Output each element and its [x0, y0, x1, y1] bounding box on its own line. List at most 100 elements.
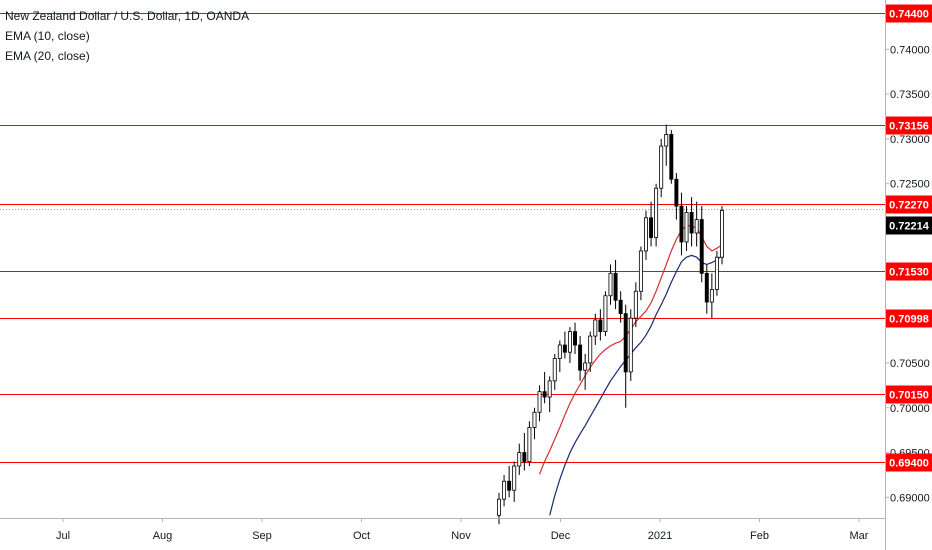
- candle-body: [714, 256, 719, 290]
- ema-fast-label: EMA (10, close): [5, 29, 90, 43]
- candle-body: [644, 217, 648, 252]
- candle-body: [532, 411, 537, 428]
- candle: [628, 309, 633, 381]
- candle: [644, 210, 648, 260]
- candle-body: [654, 187, 659, 238]
- candle: [562, 331, 567, 359]
- candle-body: [542, 391, 547, 398]
- ema-slow-label: EMA (20, close): [5, 49, 90, 63]
- candle-body: [567, 331, 572, 353]
- level-tag: [886, 4, 932, 23]
- candle-body: [507, 480, 512, 491]
- candle-body: [522, 452, 527, 462]
- candle: [659, 138, 664, 198]
- candle: [714, 250, 719, 296]
- candle-body: [618, 299, 623, 315]
- candle: [517, 443, 522, 475]
- candle: [669, 129, 674, 184]
- candle-body: [497, 498, 501, 516]
- level-tag-label: 0.69400: [889, 458, 929, 470]
- x-tick-label: Mar: [850, 530, 869, 542]
- candle: [557, 340, 562, 372]
- candle-body: [593, 319, 598, 337]
- candle-body: [552, 358, 557, 382]
- y-tick-label: 0.73000: [890, 134, 930, 146]
- level-tag: [886, 262, 932, 281]
- candle-body: [623, 313, 628, 373]
- candle-body: [628, 317, 633, 373]
- candle: [532, 407, 537, 440]
- candle: [664, 124, 669, 166]
- candle-body: [659, 145, 664, 189]
- x-tick-label: Aug: [153, 530, 173, 542]
- candle-body: [537, 391, 542, 413]
- candle: [689, 197, 694, 247]
- ema-20-line: [549, 254, 723, 516]
- candle-body: [649, 217, 654, 238]
- candle: [527, 421, 532, 467]
- candle-body: [638, 250, 643, 292]
- candle: [512, 461, 517, 502]
- y-tick-label: 0.70000: [890, 403, 930, 415]
- candle-body: [517, 452, 522, 467]
- candle: [588, 331, 593, 372]
- x-tick-label: Dec: [551, 530, 571, 542]
- candle: [654, 183, 659, 247]
- last-price-tag-label: 0.72214: [889, 221, 930, 233]
- candle: [720, 206, 724, 265]
- candle: [694, 201, 699, 247]
- x-tick-label: Sep: [252, 530, 272, 542]
- candle-body: [704, 272, 709, 303]
- candle: [502, 474, 507, 507]
- candle: [593, 313, 598, 346]
- candle-body: [603, 295, 608, 332]
- y-tick-label: 0.69000: [890, 492, 930, 504]
- candles-layer: [497, 124, 724, 525]
- candle-body: [608, 272, 613, 297]
- candle: [598, 309, 603, 341]
- level-tag: [886, 385, 932, 404]
- candle: [567, 327, 572, 363]
- candle-body: [694, 219, 699, 234]
- level-tag-label: 0.72270: [889, 200, 929, 212]
- y-tick-label: 0.70500: [890, 358, 930, 370]
- level-tag: [886, 116, 932, 135]
- x-tick-label: Jul: [56, 530, 70, 542]
- last-price-tag: [886, 216, 932, 235]
- candle-body: [679, 205, 684, 243]
- candle: [613, 259, 618, 310]
- candle-body: [669, 134, 674, 180]
- candle-body: [502, 480, 507, 500]
- y-tick-label: 0.72500: [890, 179, 930, 191]
- y-tick-label: 0.73500: [890, 89, 930, 101]
- level-tag-label: 0.71530: [889, 267, 929, 279]
- candle-body: [709, 289, 714, 303]
- candle: [618, 291, 623, 323]
- candle: [633, 282, 638, 328]
- candle-body: [573, 331, 577, 346]
- candle: [573, 322, 577, 354]
- candle-body: [547, 380, 552, 398]
- candle-body: [720, 210, 724, 258]
- candle: [537, 385, 542, 422]
- candle: [542, 371, 547, 404]
- candle-body: [674, 178, 679, 207]
- level-tag: [886, 309, 932, 328]
- candle-body: [578, 344, 583, 371]
- candle: [578, 336, 583, 381]
- x-tick-label: Feb: [750, 530, 769, 542]
- candle: [583, 353, 588, 390]
- candle-body: [512, 465, 517, 491]
- candle-body: [588, 335, 593, 364]
- candle: [497, 492, 501, 525]
- candle-body: [699, 219, 704, 274]
- candle-body: [613, 272, 618, 301]
- candle-body: [527, 427, 532, 462]
- level-tag-label: 0.74400: [889, 9, 929, 21]
- level-tag-label: 0.70998: [889, 314, 929, 326]
- level-tag-label: 0.70150: [889, 390, 929, 402]
- x-tick-label: 2021: [648, 530, 672, 542]
- candle: [522, 432, 527, 471]
